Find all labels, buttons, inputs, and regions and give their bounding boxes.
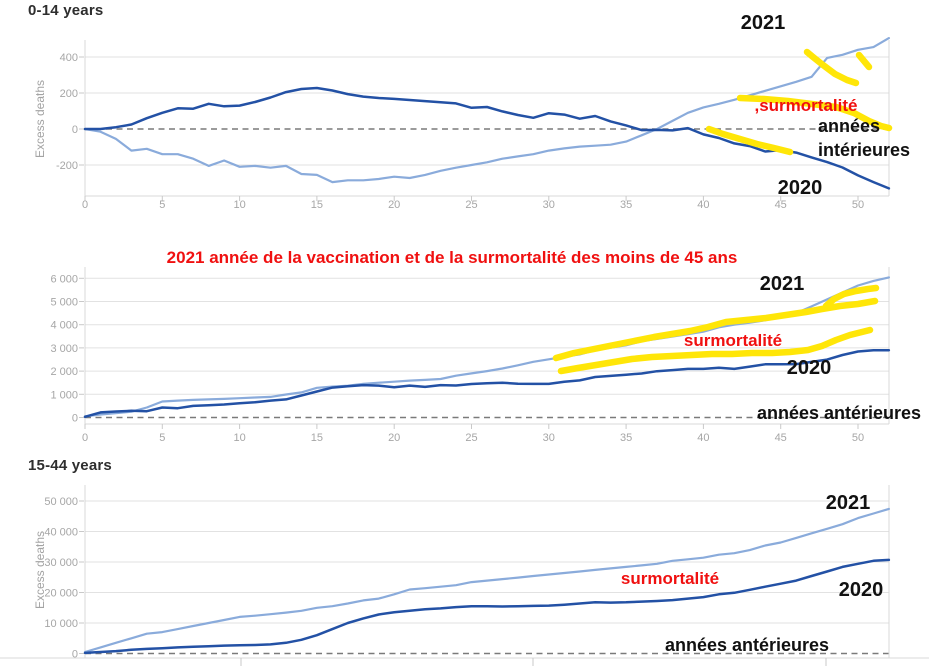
series-2020-line bbox=[83, 348, 891, 419]
annotation-2021: 2021 bbox=[760, 273, 805, 295]
annotation-surmortalit-: surmortalité bbox=[684, 331, 782, 350]
y-tick-label: 50 000 bbox=[44, 496, 78, 508]
y-tick-label: 0 bbox=[72, 124, 78, 136]
annotation-2020: 2020 bbox=[839, 579, 884, 601]
y-tick-label: 400 bbox=[60, 52, 78, 64]
y-tick-label: 2 000 bbox=[50, 366, 78, 378]
y-tick-label: 200 bbox=[60, 88, 78, 100]
x-tick-label: 20 bbox=[388, 432, 400, 444]
x-tick-label: 40 bbox=[697, 432, 709, 444]
x-tick-label: 0 bbox=[82, 199, 88, 211]
annotation-2021-ann-e-de-la-vaccina: 2021 année de la vaccination et de la su… bbox=[167, 248, 738, 267]
annotation-ann-es-ant-rieures: années antérieures bbox=[757, 403, 921, 423]
chart-title-15-44: 15-44 years bbox=[28, 457, 112, 474]
series-2020-line bbox=[83, 86, 891, 190]
series-2021-line bbox=[83, 507, 891, 654]
x-tick-label: 25 bbox=[465, 432, 477, 444]
x-tick-label: 40 bbox=[697, 199, 709, 211]
y-tick-label: 0 bbox=[72, 649, 78, 661]
y-tick-label: 10 000 bbox=[44, 618, 78, 630]
x-tick-label: 20 bbox=[388, 199, 400, 211]
highlight-mark bbox=[557, 326, 874, 375]
x-tick-label: 5 bbox=[159, 432, 165, 444]
x-tick-label: 50 bbox=[852, 432, 864, 444]
chart-panel-15-44: 15-44 years Excess deaths bbox=[0, 224, 929, 609]
highlight-mark bbox=[803, 48, 860, 87]
x-tick-label: 5 bbox=[159, 199, 165, 211]
highlight-mark bbox=[822, 284, 880, 310]
y-tick-label: 40 000 bbox=[44, 527, 78, 539]
y-tick-label: 0 bbox=[72, 413, 78, 425]
annotation--surmortalit-: ,surmortalité bbox=[755, 96, 858, 115]
y-tick-label: 30 000 bbox=[44, 557, 78, 569]
x-tick-label: 10 bbox=[233, 432, 245, 444]
chart-title-0-14: 0-14 years bbox=[28, 2, 104, 19]
annotation-2021: 2021 bbox=[741, 12, 786, 34]
x-tick-label: 35 bbox=[620, 199, 632, 211]
annotation-surmortalit-: surmortalité bbox=[621, 569, 719, 588]
x-tick-label: 0 bbox=[82, 432, 88, 444]
highlight-mark bbox=[705, 125, 794, 156]
x-tick-label: 15 bbox=[311, 199, 323, 211]
series-2020-line bbox=[83, 558, 891, 655]
x-tick-label: 10 bbox=[233, 199, 245, 211]
y-tick-label: 1 000 bbox=[50, 389, 78, 401]
y-tick-label: 3 000 bbox=[50, 343, 78, 355]
y-tick-label: 4 000 bbox=[50, 320, 78, 332]
chart-panel-0-14: 0-14 years Excess deaths bbox=[0, 0, 929, 224]
x-tick-label: 30 bbox=[543, 199, 555, 211]
y-tick-label: 5 000 bbox=[50, 297, 78, 309]
y-tick-label: 6 000 bbox=[50, 273, 78, 285]
x-tick-label: 25 bbox=[465, 199, 477, 211]
x-tick-label: 15 bbox=[311, 432, 323, 444]
annotation-ann-es-ant-rieures: années antérieures bbox=[665, 635, 829, 655]
x-tick-label: 45 bbox=[775, 432, 787, 444]
y-tick-label: -200 bbox=[56, 160, 78, 172]
annotation-2020: 2020 bbox=[787, 357, 832, 379]
annotation-int-rieures: intérieures bbox=[818, 140, 910, 160]
y-tick-label: 20 000 bbox=[44, 588, 78, 600]
x-tick-label: 50 bbox=[852, 199, 864, 211]
annotation-2021: 2021 bbox=[826, 492, 871, 514]
x-tick-label: 45 bbox=[775, 199, 787, 211]
x-tick-label: 30 bbox=[543, 432, 555, 444]
annotation-2020: 2020 bbox=[778, 177, 823, 199]
annotation-ann-es: années bbox=[818, 116, 880, 136]
series-2021-line bbox=[83, 36, 891, 184]
highlight-mark bbox=[736, 94, 893, 132]
highlight-mark bbox=[855, 51, 873, 71]
x-tick-label: 35 bbox=[620, 432, 632, 444]
